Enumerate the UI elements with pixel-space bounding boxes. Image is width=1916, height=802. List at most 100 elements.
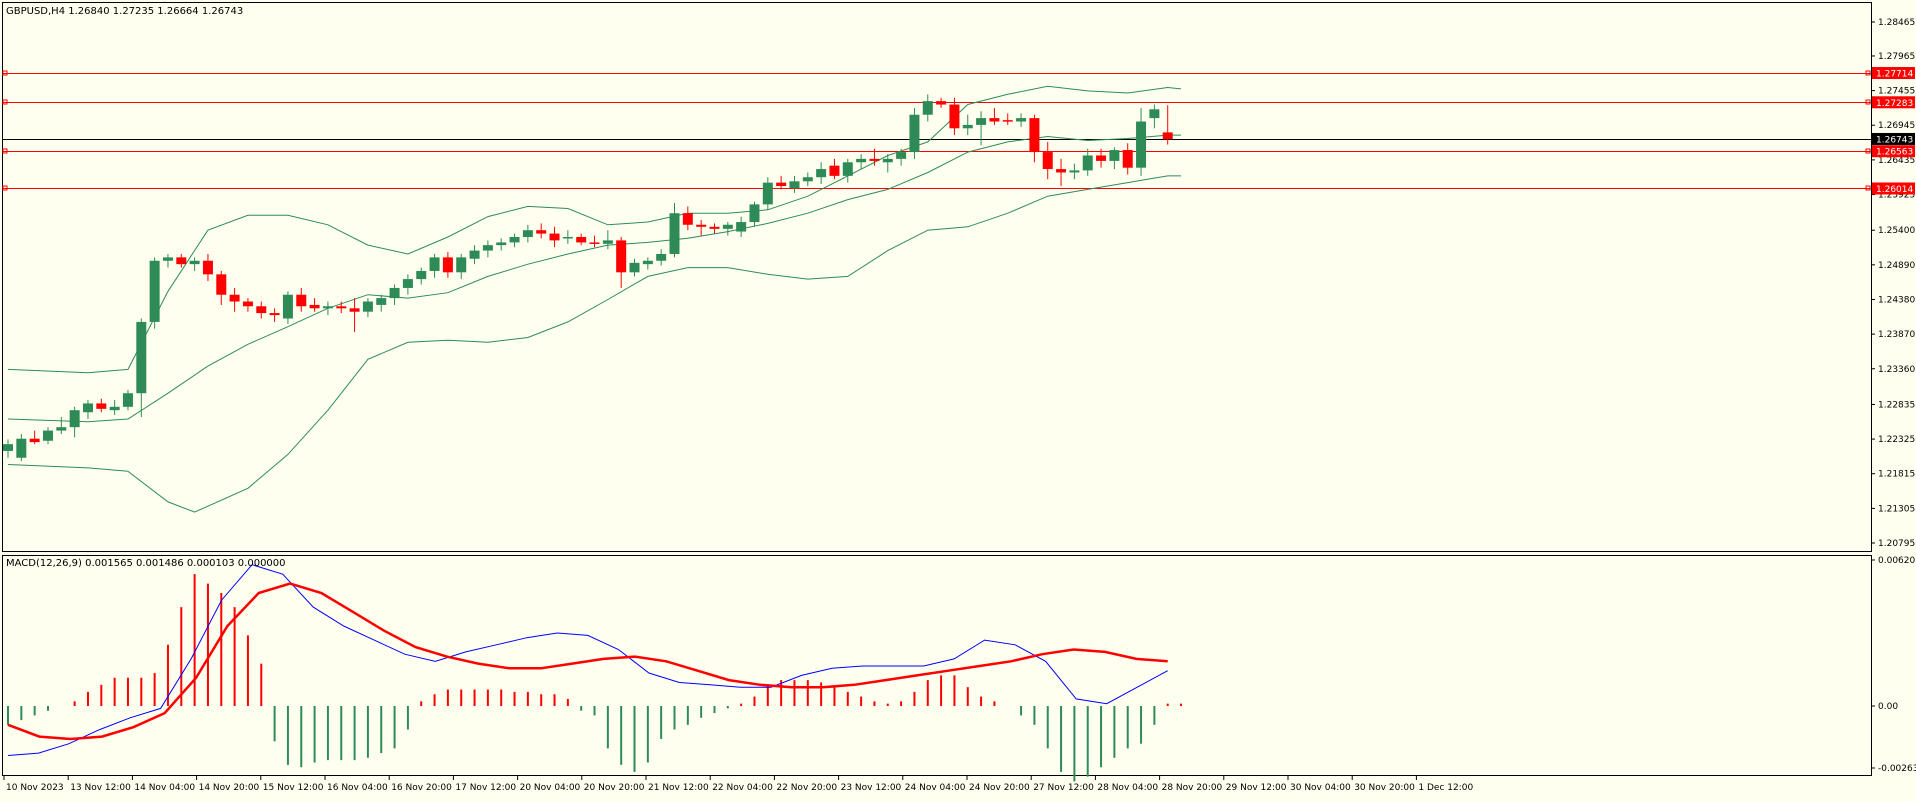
candle[interactable] xyxy=(496,238,507,251)
candle[interactable] xyxy=(536,223,547,239)
candle[interactable] xyxy=(282,291,293,324)
candle[interactable] xyxy=(949,97,960,136)
candle[interactable] xyxy=(509,233,520,248)
candle[interactable] xyxy=(562,230,573,244)
candle[interactable] xyxy=(802,172,813,187)
candle[interactable] xyxy=(389,284,400,305)
candle[interactable] xyxy=(922,94,933,122)
candle[interactable] xyxy=(882,154,893,173)
candle[interactable] xyxy=(376,294,387,312)
candle-body xyxy=(522,230,533,237)
candle[interactable] xyxy=(349,298,360,333)
candle[interactable] xyxy=(696,220,707,236)
candle[interactable] xyxy=(642,257,653,270)
candle[interactable] xyxy=(69,406,80,438)
candle[interactable] xyxy=(482,240,493,258)
candle[interactable] xyxy=(469,245,480,265)
candle[interactable] xyxy=(442,251,453,278)
candle[interactable] xyxy=(1042,141,1053,180)
candle[interactable] xyxy=(1109,147,1120,170)
candle[interactable] xyxy=(1016,113,1027,127)
candle[interactable] xyxy=(962,114,973,136)
candle[interactable] xyxy=(709,223,720,234)
candle[interactable] xyxy=(429,253,440,278)
candle[interactable] xyxy=(256,301,267,319)
candle[interactable] xyxy=(136,318,147,417)
time-tick-label: 30 Nov 04:00 xyxy=(1290,783,1351,793)
candle[interactable] xyxy=(616,236,627,288)
candle[interactable] xyxy=(602,230,613,250)
candle[interactable] xyxy=(362,298,373,318)
candle[interactable] xyxy=(936,97,947,108)
candle[interactable] xyxy=(296,287,307,312)
level-handle-right[interactable] xyxy=(1865,99,1871,105)
level-handle-left[interactable] xyxy=(2,99,8,105)
candle[interactable] xyxy=(176,253,187,268)
candle[interactable] xyxy=(522,224,533,243)
candle[interactable] xyxy=(669,203,680,258)
candle[interactable] xyxy=(402,274,413,295)
candle[interactable] xyxy=(976,111,987,146)
candle[interactable] xyxy=(162,253,173,268)
candle[interactable] xyxy=(56,416,67,434)
candle[interactable] xyxy=(842,158,853,183)
level-handle-left[interactable] xyxy=(2,70,8,76)
candle[interactable] xyxy=(549,226,560,248)
candle[interactable] xyxy=(1029,114,1040,163)
candle[interactable] xyxy=(122,389,133,411)
candle[interactable] xyxy=(1069,163,1080,180)
candle[interactable] xyxy=(29,430,40,445)
candle[interactable] xyxy=(789,175,800,193)
candle[interactable] xyxy=(456,253,467,280)
candle[interactable] xyxy=(722,222,733,236)
candle[interactable] xyxy=(1122,143,1133,175)
candle[interactable] xyxy=(1056,158,1067,187)
candle[interactable] xyxy=(1082,148,1093,176)
level-handle-right[interactable] xyxy=(1865,148,1871,154)
candle[interactable] xyxy=(896,148,907,166)
candle[interactable] xyxy=(3,439,13,458)
candle[interactable] xyxy=(16,433,27,462)
candle[interactable] xyxy=(682,206,693,231)
candle[interactable] xyxy=(1002,113,1013,125)
candle[interactable] xyxy=(869,148,880,166)
candle[interactable] xyxy=(656,249,667,266)
candle[interactable] xyxy=(42,427,53,445)
candle[interactable] xyxy=(1096,148,1107,168)
candle[interactable] xyxy=(749,201,760,227)
candle[interactable] xyxy=(309,298,320,312)
candle[interactable] xyxy=(242,298,253,312)
candle[interactable] xyxy=(1149,104,1160,129)
candle[interactable] xyxy=(816,162,827,185)
level-handle-left[interactable] xyxy=(2,148,8,154)
candle[interactable] xyxy=(856,154,867,170)
candle[interactable] xyxy=(989,107,1000,125)
candle[interactable] xyxy=(229,287,240,312)
candle[interactable] xyxy=(202,253,213,282)
candle[interactable] xyxy=(109,400,120,415)
candle[interactable] xyxy=(216,270,227,305)
level-handle-left[interactable] xyxy=(2,185,8,191)
candle[interactable] xyxy=(829,158,840,180)
candle[interactable] xyxy=(82,400,93,420)
candle[interactable] xyxy=(189,257,200,271)
candle[interactable] xyxy=(762,177,773,210)
candle[interactable] xyxy=(96,398,107,413)
candle[interactable] xyxy=(736,216,747,237)
candle-body xyxy=(949,104,960,129)
candle[interactable] xyxy=(776,175,787,190)
candle[interactable] xyxy=(336,301,347,314)
candle[interactable] xyxy=(576,233,587,246)
candle[interactable] xyxy=(629,258,640,277)
candle[interactable] xyxy=(1162,105,1173,145)
candle[interactable] xyxy=(322,301,333,316)
candle[interactable] xyxy=(1136,107,1147,176)
level-handle-right[interactable] xyxy=(1865,70,1871,76)
candle[interactable] xyxy=(416,267,427,285)
candle[interactable] xyxy=(909,107,920,159)
candle[interactable] xyxy=(589,235,600,248)
level-handle-right[interactable] xyxy=(1865,185,1871,191)
candle[interactable] xyxy=(269,308,280,322)
candle[interactable] xyxy=(149,257,160,329)
